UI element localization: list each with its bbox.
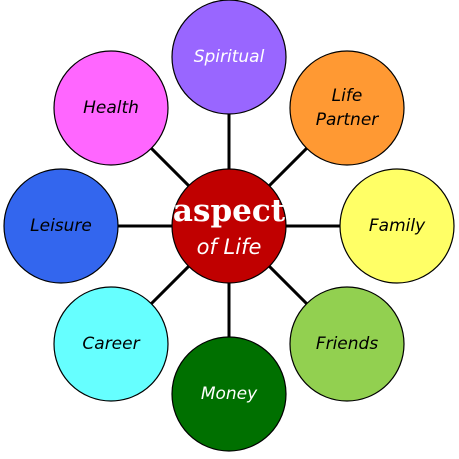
node-friends-circle xyxy=(289,286,405,402)
node-spiritual-circle xyxy=(171,0,287,115)
connector-life-partner xyxy=(268,147,308,187)
connector-health xyxy=(150,147,190,187)
connector-lines xyxy=(118,114,340,337)
center-title: aspect xyxy=(172,193,286,229)
node-money-circle xyxy=(171,336,287,452)
node-family-circle xyxy=(339,168,455,284)
node-circles xyxy=(3,0,455,452)
node-career-circle xyxy=(53,286,169,402)
center-circle xyxy=(171,168,287,284)
center-subtitle: of Life xyxy=(196,235,262,259)
connector-career xyxy=(150,265,190,305)
node-life-partner-circle xyxy=(289,50,405,166)
node-health-circle xyxy=(53,50,169,166)
node-leisure-circle xyxy=(3,168,119,284)
connector-friends xyxy=(268,265,308,305)
